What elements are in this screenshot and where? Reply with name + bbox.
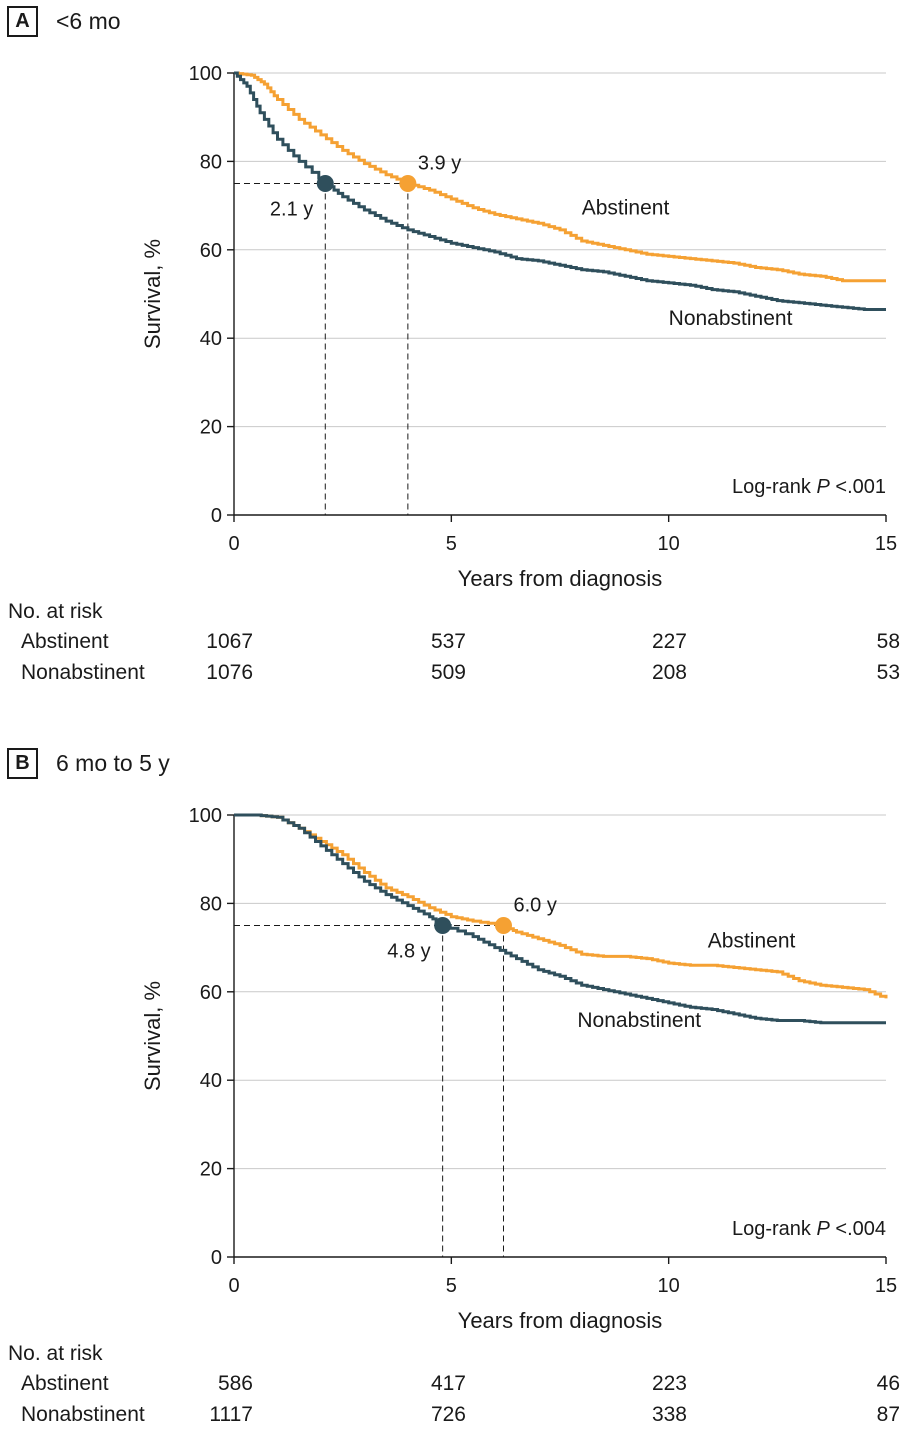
- risk-value: 223: [651, 1372, 687, 1395]
- risk-value: 46: [876, 1372, 900, 1395]
- y-tick-label: 60: [200, 240, 222, 262]
- risk-row-label: Nonabstinent: [21, 661, 145, 684]
- series-label-abstinent: Abstinent: [708, 930, 796, 953]
- risk-value: 53: [876, 661, 900, 684]
- panel-a-letter: A: [7, 6, 38, 37]
- median-label-nonabstinent: 2.1 y: [270, 199, 313, 221]
- series-line-abstinent: [234, 813, 888, 999]
- risk-value: 586: [217, 1372, 253, 1395]
- series-label-nonabstinent: Nonabstinent: [669, 307, 793, 330]
- y-tick-label: 60: [200, 982, 222, 1004]
- risk-value: 1117: [209, 1403, 253, 1426]
- panel-b-plot: 0 20 40 60 80 100 0 5 10 15 Years from diagnosis Su…: [140, 805, 897, 1333]
- risk-table-title: No. at risk: [8, 600, 103, 623]
- risk-value: 208: [651, 661, 687, 684]
- series-label-abstinent: Abstinent: [582, 196, 670, 219]
- y-tick-label: 100: [189, 805, 222, 827]
- y-tick-label: 0: [211, 505, 222, 527]
- median-point-nonabstinent: [434, 917, 452, 934]
- x-tick-label: 15: [875, 1275, 897, 1297]
- median-label-abstinent: 3.9 y: [418, 153, 461, 175]
- risk-value: 726: [430, 1403, 466, 1426]
- series-line-nonabstinent: [234, 813, 886, 1025]
- y-tick-label: 20: [200, 1159, 222, 1181]
- x-tick-label: 0: [228, 533, 239, 555]
- median-point-abstinent: [494, 917, 512, 934]
- y-tick-label: 80: [200, 151, 222, 173]
- series-label-nonabstinent: Nonabstinent: [577, 1009, 701, 1032]
- x-tick-label: 10: [658, 533, 680, 555]
- x-tick-label: 15: [875, 533, 897, 555]
- risk-value: 509: [430, 661, 466, 684]
- risk-value: 87: [876, 1403, 900, 1426]
- panel-b-letter: B: [7, 748, 38, 779]
- median-point-abstinent: [399, 175, 417, 192]
- y-axis-title: Survival, %: [140, 981, 165, 1091]
- risk-value: 338: [651, 1403, 687, 1426]
- risk-value: 227: [651, 630, 687, 653]
- panel-a-title: <6 mo: [56, 8, 121, 34]
- x-axis-title: Years from diagnosis: [458, 566, 663, 591]
- risk-value: 537: [430, 630, 466, 653]
- panel-b: B 6 mo to 5 y 0 20 40 60 80 100 0 5 10 15 Years fr…: [0, 742, 912, 1450]
- x-tick-label: 5: [446, 1275, 457, 1297]
- x-axis-title: Years from diagnosis: [458, 1308, 663, 1333]
- risk-row-label: Abstinent: [21, 630, 109, 653]
- log-rank-annotation: Log-rank P <.004: [732, 1218, 886, 1240]
- risk-table-title: No. at risk: [8, 1342, 103, 1365]
- risk-value: 1067: [206, 630, 253, 653]
- panel-b-title: 6 mo to 5 y: [56, 750, 170, 776]
- risk-value: 1076: [206, 661, 253, 684]
- y-tick-label: 0: [211, 1247, 222, 1269]
- y-tick-label: 40: [200, 1070, 222, 1092]
- risk-value: 58: [876, 630, 900, 653]
- y-tick-label: 20: [200, 417, 222, 439]
- panel-a: A <6 mo 0 20 40 60 80 100 0 5 10 15 Years from dia…: [0, 0, 912, 720]
- risk-row-label: Abstinent: [21, 1372, 109, 1395]
- median-label-nonabstinent: 4.8 y: [387, 941, 430, 963]
- x-tick-label: 0: [228, 1275, 239, 1297]
- y-tick-label: 100: [189, 63, 222, 85]
- series-line-abstinent: [234, 71, 886, 283]
- y-tick-label: 40: [200, 328, 222, 350]
- y-tick-label: 80: [200, 893, 222, 915]
- median-label-abstinent: 6.0 y: [513, 895, 556, 917]
- log-rank-annotation: Log-rank P <.001: [732, 476, 886, 498]
- x-tick-label: 10: [658, 1275, 680, 1297]
- risk-row-label: Nonabstinent: [21, 1403, 145, 1426]
- panel-a-plot: 0 20 40 60 80 100 0 5 10 15 Years from diagnosis Su…: [140, 63, 897, 591]
- median-point-nonabstinent: [316, 175, 334, 192]
- y-axis-title: Survival, %: [140, 239, 165, 349]
- series-line-nonabstinent: [234, 71, 886, 311]
- risk-value: 417: [430, 1372, 466, 1395]
- x-tick-label: 5: [446, 533, 457, 555]
